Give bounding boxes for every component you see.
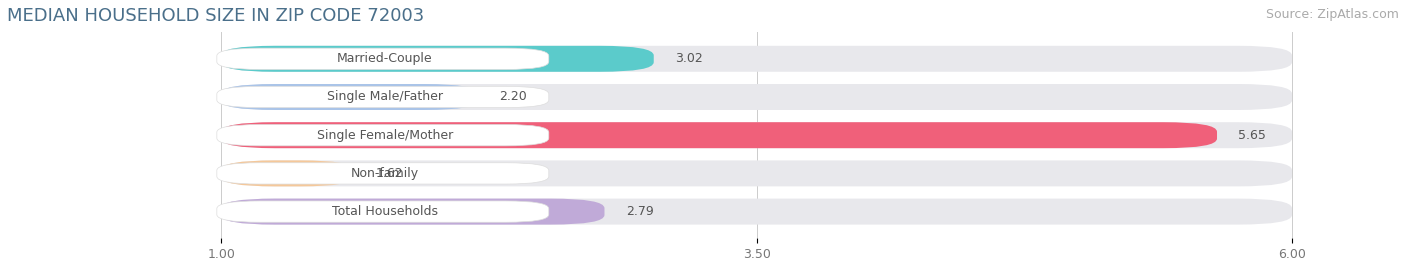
- FancyBboxPatch shape: [221, 122, 1218, 148]
- FancyBboxPatch shape: [221, 161, 354, 186]
- FancyBboxPatch shape: [221, 84, 1292, 110]
- FancyBboxPatch shape: [221, 122, 1292, 148]
- Text: 2.20: 2.20: [499, 91, 527, 103]
- Text: Single Male/Father: Single Male/Father: [328, 91, 443, 103]
- Text: 1.62: 1.62: [375, 167, 404, 180]
- FancyBboxPatch shape: [221, 161, 1292, 186]
- Text: 3.02: 3.02: [675, 52, 703, 65]
- FancyBboxPatch shape: [217, 163, 548, 184]
- Text: Source: ZipAtlas.com: Source: ZipAtlas.com: [1265, 8, 1399, 21]
- FancyBboxPatch shape: [221, 84, 478, 110]
- FancyBboxPatch shape: [221, 46, 1292, 72]
- Text: Single Female/Mother: Single Female/Mother: [316, 129, 453, 142]
- Text: Non-family: Non-family: [352, 167, 419, 180]
- FancyBboxPatch shape: [217, 86, 548, 108]
- Text: MEDIAN HOUSEHOLD SIZE IN ZIP CODE 72003: MEDIAN HOUSEHOLD SIZE IN ZIP CODE 72003: [7, 7, 425, 25]
- Text: Married-Couple: Married-Couple: [337, 52, 433, 65]
- Text: 5.65: 5.65: [1239, 129, 1267, 142]
- Text: 2.79: 2.79: [626, 205, 654, 218]
- FancyBboxPatch shape: [217, 48, 548, 69]
- FancyBboxPatch shape: [221, 46, 654, 72]
- FancyBboxPatch shape: [221, 199, 1292, 225]
- FancyBboxPatch shape: [217, 201, 548, 222]
- FancyBboxPatch shape: [217, 125, 548, 146]
- FancyBboxPatch shape: [221, 199, 605, 225]
- Text: Total Households: Total Households: [332, 205, 437, 218]
